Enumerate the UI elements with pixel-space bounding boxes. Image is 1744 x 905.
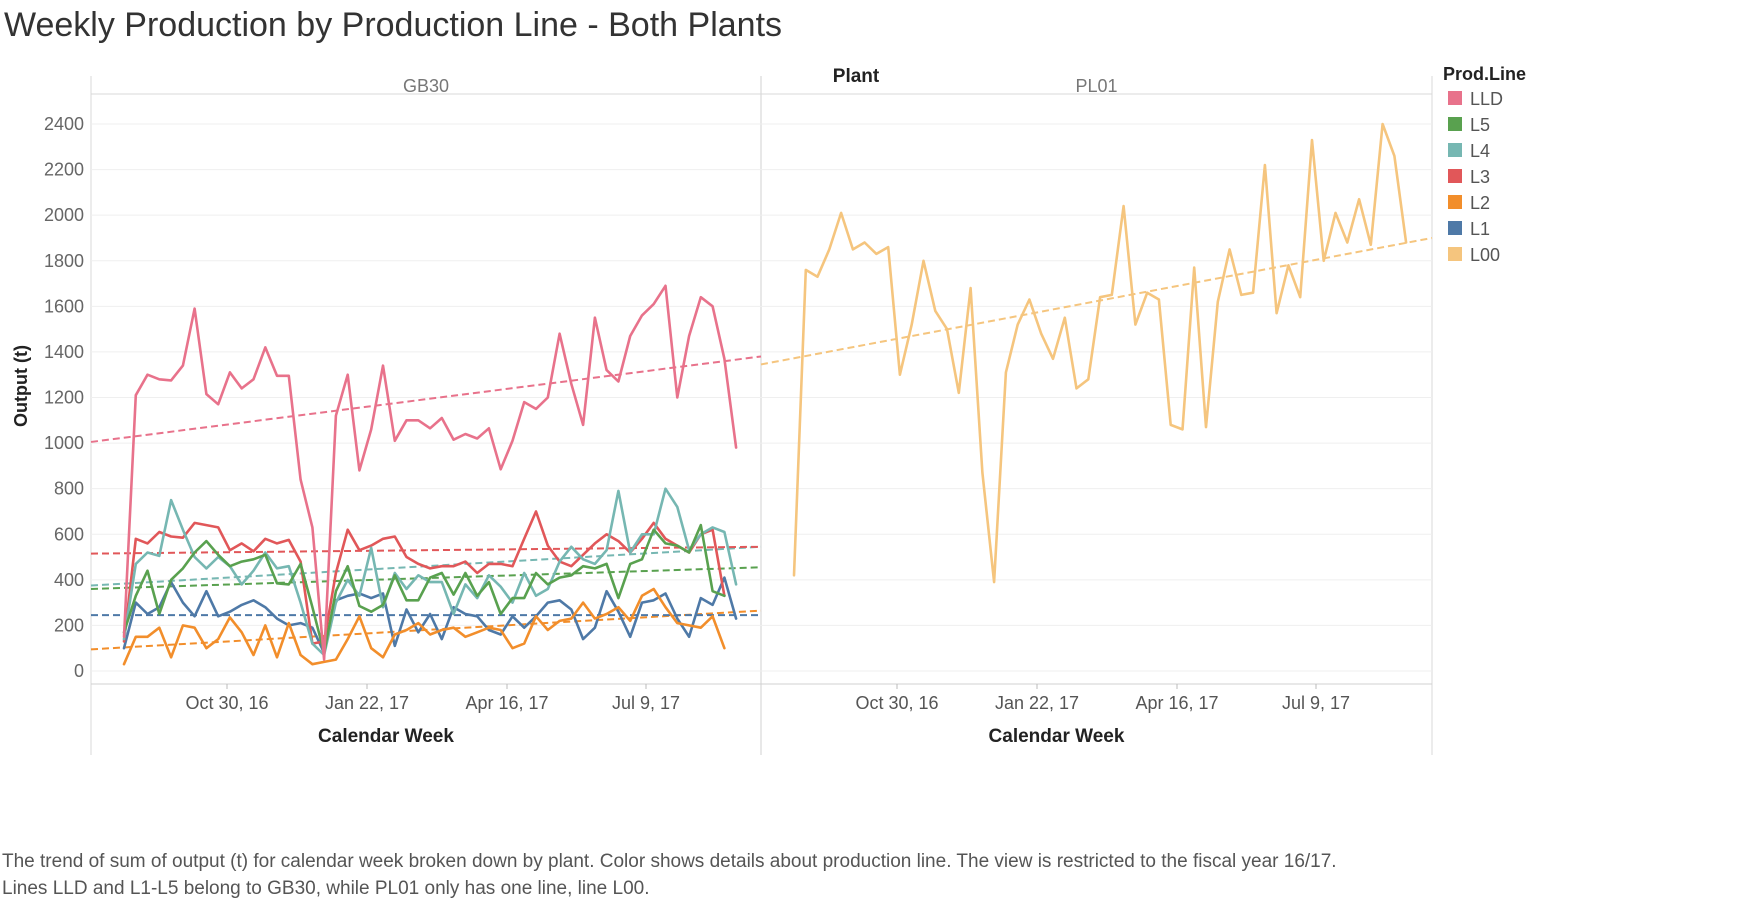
y-tick-label: 2200 bbox=[44, 160, 84, 180]
x-tick-label: Oct 30, 16 bbox=[855, 693, 938, 713]
legend-swatch-l1[interactable] bbox=[1448, 221, 1462, 235]
chart: Plant GB30 PL01 0 200 400 600 800 1000 1200 1400… bbox=[11, 64, 1526, 755]
trend-line-lld bbox=[90, 355, 762, 443]
y-tick-label: 0 bbox=[74, 661, 84, 681]
y-tick-label: 2400 bbox=[44, 114, 84, 134]
legend-label-l2[interactable]: L2 bbox=[1470, 193, 1490, 213]
legend-swatch-l3[interactable] bbox=[1448, 169, 1462, 183]
legend-label-l4[interactable]: L4 bbox=[1470, 141, 1490, 161]
legend[interactable]: Prod.Line LLD L5 L4 L3 L2 L1 L00 bbox=[1443, 64, 1526, 265]
y-tick-label: 1200 bbox=[44, 388, 84, 408]
y-tick-label: 600 bbox=[54, 524, 84, 544]
x-axis: Oct 30, 16 Jan 22, 17 Apr 16, 17 Jul 9, 17 C… bbox=[185, 684, 1350, 747]
x-tick-label: Oct 30, 16 bbox=[185, 693, 268, 713]
x-axis-label: Calendar Week bbox=[989, 726, 1125, 747]
legend-title: Prod.Line bbox=[1443, 64, 1526, 84]
y-tick-label: 800 bbox=[54, 479, 84, 499]
trend-line-l5 bbox=[90, 566, 762, 590]
series-line-l00 bbox=[792, 122, 1408, 584]
legend-label-l1[interactable]: L1 bbox=[1470, 219, 1490, 239]
y-tick-label: 1400 bbox=[44, 342, 84, 362]
legend-swatch-l2[interactable] bbox=[1448, 195, 1462, 209]
y-tick-label: 1000 bbox=[44, 433, 84, 453]
legend-label-lld[interactable]: LLD bbox=[1470, 89, 1503, 109]
y-tick-label: 400 bbox=[54, 570, 84, 590]
legend-swatch-l5[interactable] bbox=[1448, 117, 1462, 131]
y-tick-label: 1800 bbox=[44, 251, 84, 271]
series-line-l2 bbox=[122, 587, 726, 666]
series-line-l3 bbox=[122, 510, 726, 645]
x-tick-label: Jan 22, 17 bbox=[325, 693, 409, 713]
legend-label-l3[interactable]: L3 bbox=[1470, 167, 1490, 187]
series-line-l1 bbox=[122, 576, 738, 655]
panel-header-gb30: GB30 bbox=[403, 76, 449, 96]
legend-label-l00[interactable]: L00 bbox=[1470, 245, 1500, 265]
trend-line-l3 bbox=[90, 545, 762, 555]
x-tick-label: Apr 16, 17 bbox=[465, 693, 548, 713]
series-line-l5 bbox=[122, 523, 726, 655]
caption: The trend of sum of output (t) for calen… bbox=[2, 848, 1337, 902]
y-tick-label: 200 bbox=[54, 615, 84, 635]
caption-line-1: The trend of sum of output (t) for calen… bbox=[2, 851, 1337, 872]
legend-label-l5[interactable]: L5 bbox=[1470, 115, 1490, 135]
legend-swatch-lld[interactable] bbox=[1448, 91, 1462, 105]
x-tick-label: Jul 9, 17 bbox=[1282, 693, 1350, 713]
series-line-lld bbox=[122, 284, 738, 661]
legend-swatch-l4[interactable] bbox=[1448, 143, 1462, 157]
panel-frame: GB30 PL01 bbox=[90, 76, 1433, 755]
panel-header-pl01: PL01 bbox=[1075, 76, 1117, 96]
caption-line-2: Lines LLD and L1-L5 belong to GB30, whil… bbox=[2, 878, 650, 899]
y-axis-label: Output (t) bbox=[11, 345, 31, 427]
x-tick-label: Apr 16, 17 bbox=[1135, 693, 1218, 713]
trend-line-l00 bbox=[760, 236, 1433, 366]
y-tick-label: 1600 bbox=[44, 296, 84, 316]
chart-title: Weekly Production by Production Line - B… bbox=[4, 6, 783, 44]
x-axis-label: Calendar Week bbox=[318, 726, 454, 747]
x-tick-label: Jul 9, 17 bbox=[612, 693, 680, 713]
y-tick-label: 2000 bbox=[44, 205, 84, 225]
column-header: Plant bbox=[833, 66, 880, 87]
series-lines bbox=[122, 122, 1408, 666]
x-tick-label: Jan 22, 17 bbox=[995, 693, 1079, 713]
y-axis: 0 200 400 600 800 1000 1200 1400 1600 1800 2000 220… bbox=[11, 114, 84, 681]
legend-swatch-l00[interactable] bbox=[1448, 247, 1462, 261]
